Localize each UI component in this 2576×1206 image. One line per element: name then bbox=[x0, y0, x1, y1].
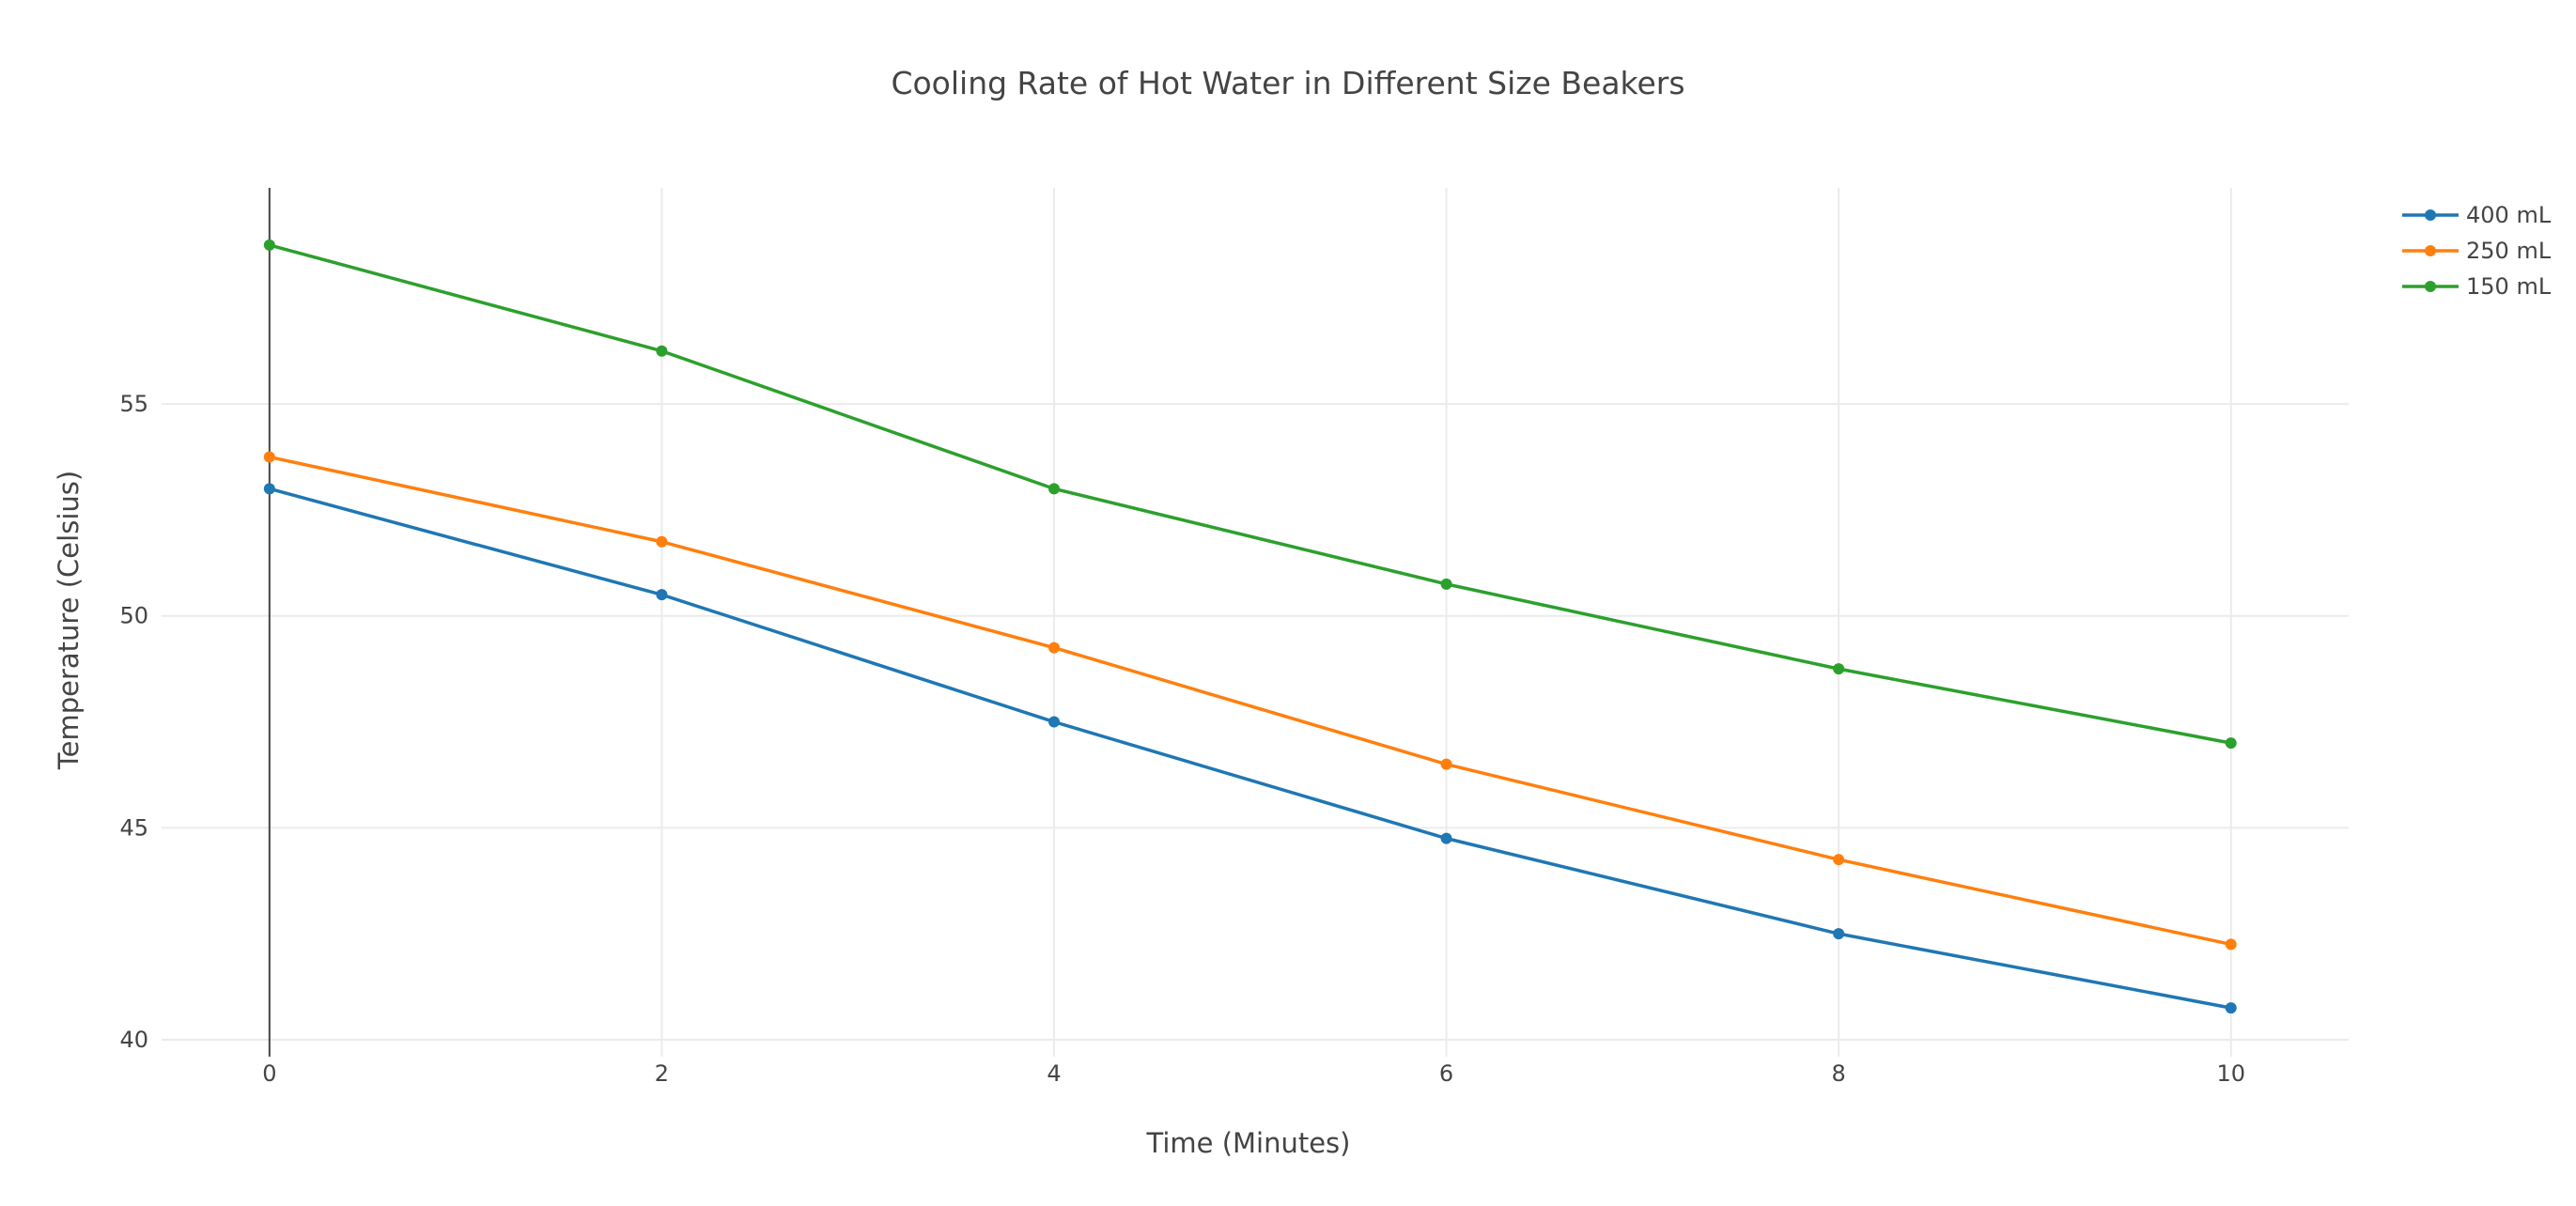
data-point[interactable] bbox=[263, 483, 275, 495]
data-point[interactable] bbox=[1047, 716, 1060, 728]
x-tick-label: 8 bbox=[1832, 1060, 1846, 1087]
legend-item[interactable]: 250 mL bbox=[2402, 238, 2552, 264]
x-tick-label: 10 bbox=[2216, 1060, 2245, 1087]
y-tick-label: 45 bbox=[119, 814, 148, 841]
legend-label: 250 mL bbox=[2466, 238, 2552, 264]
series-150-ml bbox=[263, 239, 2237, 750]
legend-label: 400 mL bbox=[2466, 202, 2552, 228]
legend-label: 150 mL bbox=[2466, 273, 2552, 300]
series-line bbox=[269, 487, 2232, 1010]
data-point[interactable] bbox=[1440, 758, 1452, 770]
x-tick-label: 6 bbox=[1439, 1060, 1453, 1087]
data-point[interactable] bbox=[2225, 938, 2237, 951]
legend-marker bbox=[2425, 209, 2436, 221]
x-tick-label: 4 bbox=[1047, 1060, 1061, 1087]
series-line bbox=[269, 455, 2232, 947]
series-lines bbox=[263, 239, 2237, 1014]
data-point[interactable] bbox=[1440, 832, 1452, 844]
series-400-ml bbox=[263, 483, 2237, 1014]
data-point[interactable] bbox=[1833, 928, 1845, 940]
data-point[interactable] bbox=[656, 589, 668, 601]
legend-marker bbox=[2425, 281, 2436, 292]
x-tick-label: 0 bbox=[262, 1060, 276, 1087]
gridlines bbox=[162, 188, 2349, 1057]
data-point[interactable] bbox=[263, 451, 275, 463]
chart-title: Cooling Rate of Hot Water in Different S… bbox=[891, 65, 1684, 101]
data-point[interactable] bbox=[1440, 578, 1452, 590]
legend-item[interactable]: 150 mL bbox=[2402, 273, 2552, 300]
legend[interactable]: 400 mL 250 mL 150 mL bbox=[2402, 202, 2552, 300]
y-tick-label: 40 bbox=[119, 1027, 148, 1053]
data-point[interactable] bbox=[1833, 854, 1845, 866]
x-tick-label: 2 bbox=[655, 1060, 669, 1087]
legend-item[interactable]: 400 mL bbox=[2402, 202, 2552, 228]
series-line bbox=[269, 243, 2232, 745]
data-point[interactable] bbox=[656, 345, 668, 357]
series-250-ml bbox=[263, 451, 2237, 951]
data-point[interactable] bbox=[2225, 1002, 2237, 1014]
y-tick-label: 55 bbox=[119, 391, 148, 417]
data-point[interactable] bbox=[1833, 663, 1845, 675]
axes: 0 2 4 6 8 10 40 45 50 55 bbox=[119, 188, 2245, 1087]
data-point[interactable] bbox=[1047, 642, 1060, 654]
x-axis-title: Time (Minutes) bbox=[1146, 1127, 1351, 1159]
y-axis-title: Temperature (Celsius) bbox=[53, 471, 85, 770]
legend-marker bbox=[2425, 245, 2436, 256]
data-point[interactable] bbox=[1047, 483, 1060, 495]
data-point[interactable] bbox=[656, 535, 668, 548]
data-point[interactable] bbox=[2225, 737, 2237, 750]
y-tick-label: 50 bbox=[119, 603, 148, 629]
data-point[interactable] bbox=[263, 239, 275, 251]
